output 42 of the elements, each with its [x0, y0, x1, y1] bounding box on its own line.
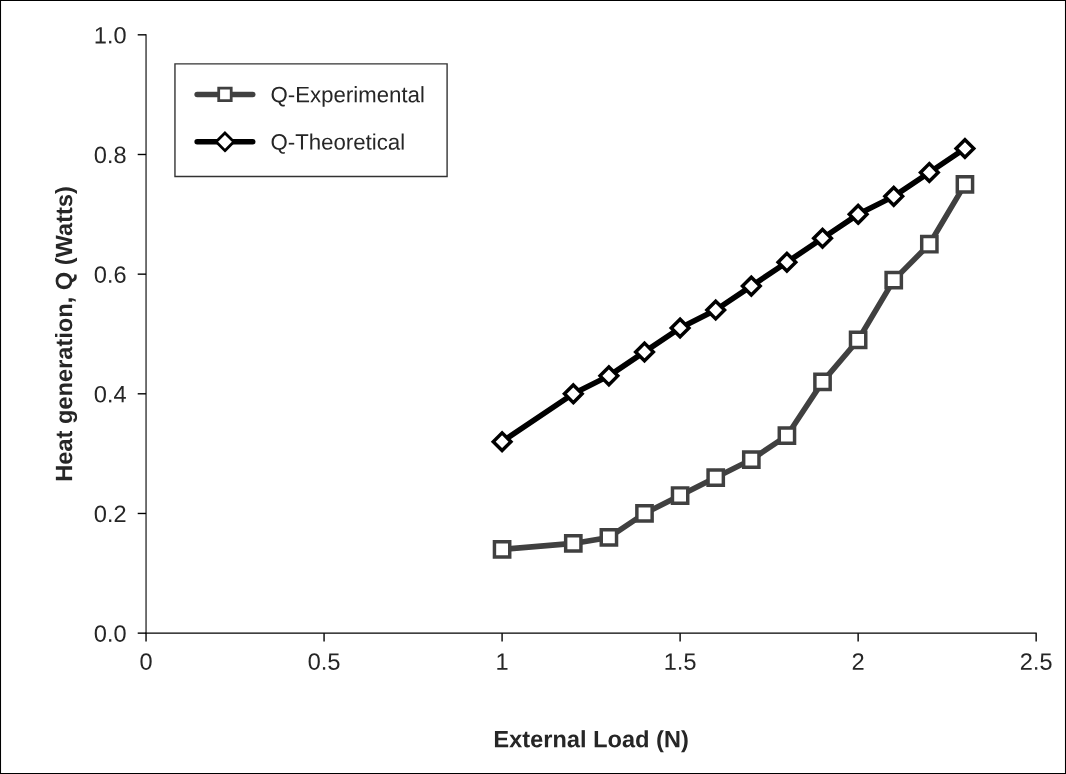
- point: [813, 372, 832, 392]
- legend-label: Q-Theoretical: [271, 133, 404, 154]
- point: [670, 486, 690, 505]
- y-tick-label: 0.6: [94, 266, 126, 283]
- point: [741, 450, 761, 469]
- point: [633, 341, 656, 363]
- y-tick-label: 0.8: [94, 146, 126, 164]
- point: [491, 431, 513, 453]
- y-tick-label: 0.0: [94, 625, 126, 642]
- point: [777, 426, 797, 446]
- x-axis-title: External Load (N): [494, 730, 688, 753]
- point: [599, 528, 619, 547]
- point: [706, 468, 726, 487]
- x-tick-label: 0.5: [308, 653, 340, 670]
- point: [563, 534, 583, 553]
- point: [776, 251, 798, 273]
- point: [669, 317, 691, 339]
- point: [883, 185, 905, 207]
- x-tick-label: 2.5: [1020, 653, 1052, 670]
- x-tick-label: 1: [497, 653, 508, 670]
- point: [884, 270, 904, 290]
- x-tick-label: 0: [140, 653, 152, 670]
- point: [918, 161, 940, 184]
- point: [919, 234, 939, 254]
- x-tick-label: 2: [852, 653, 864, 670]
- y-tick-label: 1.0: [95, 26, 126, 44]
- point: [955, 175, 975, 194]
- legend-label: Q-Experimental: [271, 86, 424, 107]
- y-tick-label: 0.4: [94, 385, 126, 403]
- point: [848, 330, 868, 350]
- y-axis-title: Heat generation, Q (Watts): [55, 187, 78, 481]
- point: [847, 203, 869, 225]
- point: [635, 504, 654, 523]
- point: [492, 539, 512, 559]
- x-tick-label: 1.5: [665, 653, 696, 670]
- point: [562, 383, 584, 405]
- point: [954, 137, 976, 160]
- point: [740, 275, 762, 297]
- point: [705, 299, 727, 321]
- point: [598, 365, 620, 387]
- y-tick-label: 0.2: [94, 505, 126, 523]
- point: [811, 227, 834, 249]
